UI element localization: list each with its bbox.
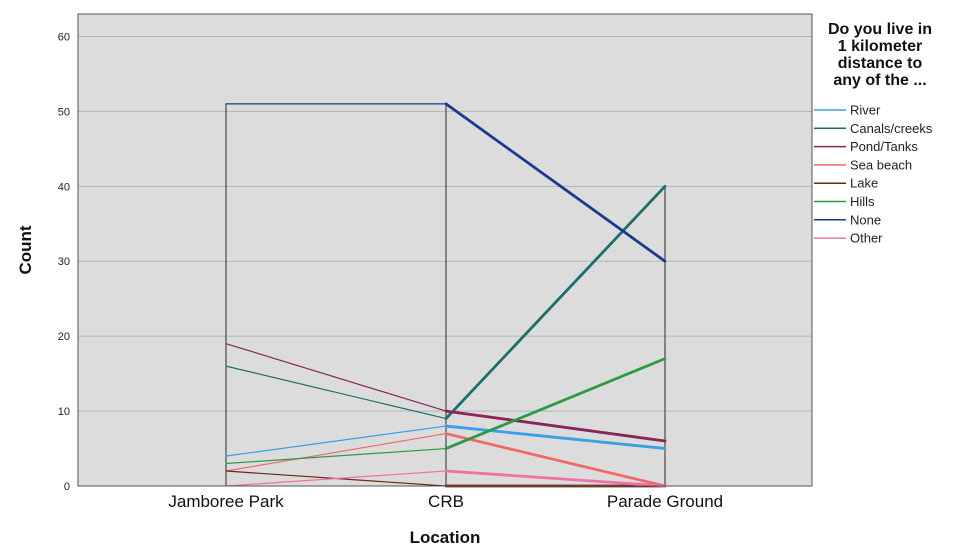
series-segment [444, 409, 667, 443]
y-tick-labels: 0 10 20 30 40 50 60 [58, 31, 70, 493]
series-segment [444, 432, 667, 488]
x-tick-label: Parade Ground [607, 492, 723, 511]
series-segment [225, 470, 447, 487]
legend-label: Pond/Tanks [850, 139, 918, 154]
series-segment [225, 425, 447, 457]
legend-title-line: Do you live in [828, 21, 932, 38]
series-segment [444, 357, 667, 450]
y-tick-label: 0 [64, 481, 70, 493]
series-segment [225, 447, 447, 465]
y-tick-label: 30 [58, 256, 70, 268]
legend-label: None [850, 212, 881, 227]
drop-lines [225, 103, 666, 486]
legend-label: Hills [850, 194, 875, 209]
y-tick-label: 40 [58, 181, 70, 193]
y-axis-title: Count [16, 225, 35, 274]
legend-label: Other [850, 231, 883, 246]
y-tick-label: 20 [58, 331, 70, 343]
legend-title-line: 1 kilometer [838, 38, 922, 55]
legend-title-line: any of the ... [833, 72, 926, 89]
series-segment [444, 424, 667, 450]
series-segment [225, 365, 447, 420]
x-tick-label: Jamboree Park [168, 492, 284, 511]
series-segment [444, 469, 667, 488]
series-segment [225, 343, 447, 412]
series-segment [225, 432, 447, 472]
y-tick-label: 10 [58, 406, 70, 418]
legend-label: Lake [850, 176, 878, 191]
plot-frame [77, 13, 813, 487]
y-tick-label: 50 [58, 106, 70, 118]
legend-label: Canals/creeks [850, 121, 933, 136]
series-segment [444, 184, 667, 420]
gridlines [78, 35, 812, 412]
x-tick-label: CRB [428, 492, 464, 511]
x-tick-labels: Jamboree Park CRB Parade Ground [168, 492, 723, 511]
legend-title-line: distance to [838, 55, 923, 72]
series-lines [225, 102, 667, 488]
legend-label: River [850, 103, 881, 118]
legend-label: Sea beach [850, 157, 912, 172]
plot-background [78, 14, 812, 486]
series-segment [444, 102, 667, 263]
y-tick-label: 60 [58, 31, 70, 43]
x-axis-title: Location [410, 528, 481, 545]
